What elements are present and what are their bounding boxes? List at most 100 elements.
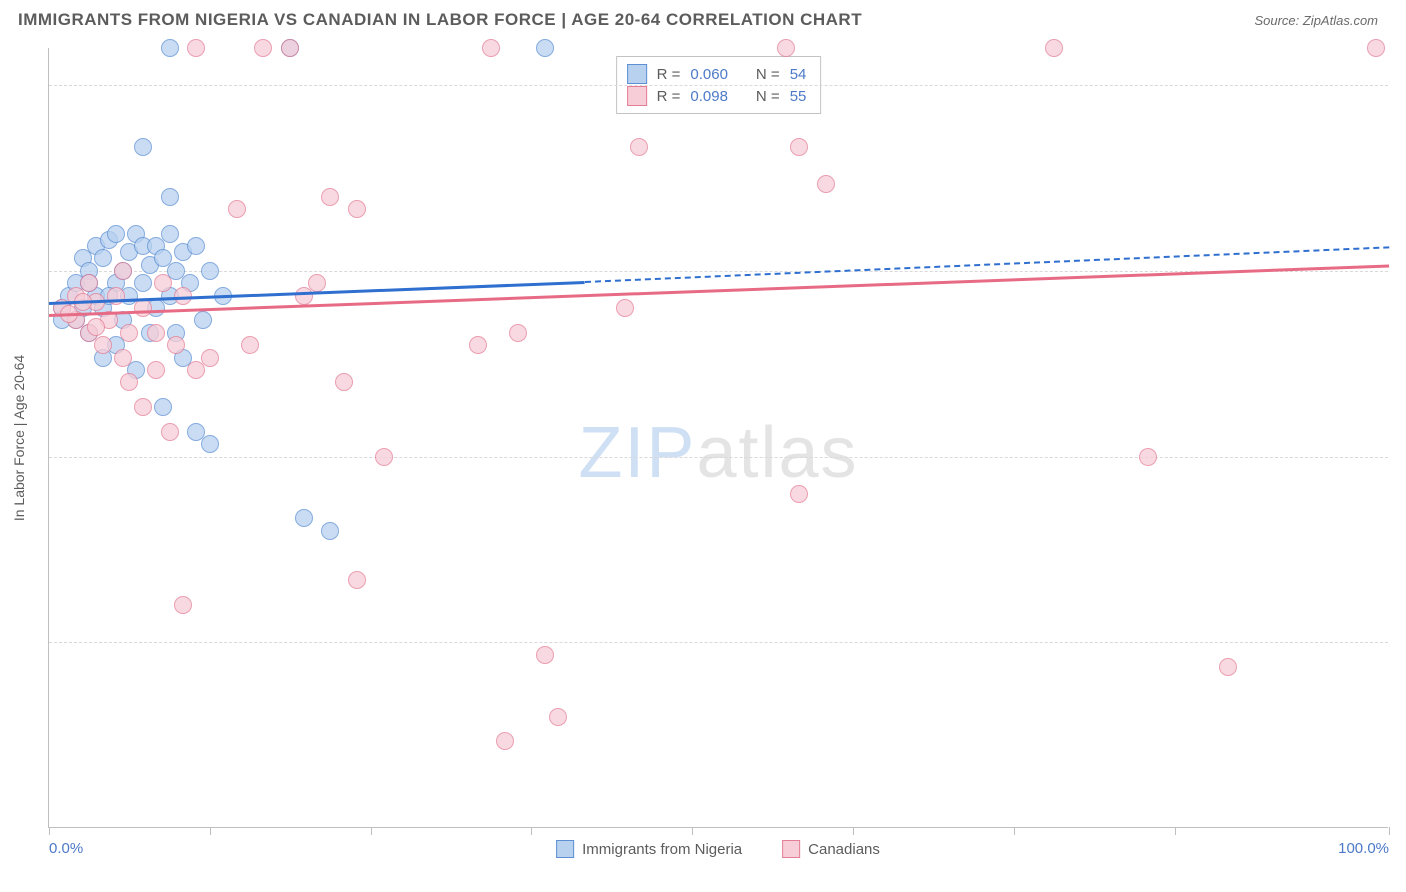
gridline-horizontal — [49, 642, 1388, 643]
legend-swatch — [627, 86, 647, 106]
legend-swatch — [556, 840, 574, 858]
x-tick-label: 0.0% — [49, 840, 83, 857]
data-point — [107, 225, 125, 243]
data-point — [536, 39, 554, 57]
data-point — [201, 435, 219, 453]
data-point — [134, 138, 152, 156]
x-tick — [1175, 827, 1176, 835]
data-point — [80, 274, 98, 292]
data-point — [509, 324, 527, 342]
data-point — [321, 188, 339, 206]
trend-line — [585, 246, 1389, 283]
data-point — [777, 39, 795, 57]
data-point — [114, 262, 132, 280]
data-point — [321, 522, 339, 540]
y-tick-label: 55.0% — [1396, 634, 1406, 651]
data-point — [134, 274, 152, 292]
y-tick-label: 85.0% — [1396, 262, 1406, 279]
legend-label: Immigrants from Nigeria — [582, 841, 742, 858]
legend-n-value: 54 — [790, 66, 807, 83]
data-point — [348, 200, 366, 218]
gridline-horizontal — [49, 85, 1388, 86]
legend-row: R = 0.098 N = 55 — [627, 85, 807, 107]
legend-n-label: N = — [756, 66, 780, 83]
x-tick — [1014, 827, 1015, 835]
data-point — [616, 299, 634, 317]
data-point — [154, 398, 172, 416]
data-point — [187, 237, 205, 255]
gridline-horizontal — [49, 457, 1388, 458]
data-point — [1045, 39, 1063, 57]
legend-r-value: 0.060 — [690, 66, 728, 83]
data-point — [469, 336, 487, 354]
data-point — [201, 262, 219, 280]
legend-item: Immigrants from Nigeria — [556, 840, 742, 858]
legend-r-label: R = — [657, 88, 681, 105]
data-point — [87, 318, 105, 336]
x-tick-label: 100.0% — [1338, 840, 1389, 857]
legend-n-label: N = — [756, 88, 780, 105]
source-attribution: Source: ZipAtlas.com — [1254, 13, 1378, 28]
data-point — [790, 138, 808, 156]
data-point — [161, 423, 179, 441]
data-point — [120, 324, 138, 342]
data-point — [161, 188, 179, 206]
legend-r-value: 0.098 — [690, 88, 728, 105]
data-point — [134, 299, 152, 317]
data-point — [1139, 448, 1157, 466]
legend-label: Canadians — [808, 841, 880, 858]
data-point — [241, 336, 259, 354]
x-tick — [531, 827, 532, 835]
data-point — [630, 138, 648, 156]
x-tick — [371, 827, 372, 835]
data-point — [375, 448, 393, 466]
x-tick — [853, 827, 854, 835]
legend-item: Canadians — [782, 840, 880, 858]
data-point — [817, 175, 835, 193]
data-point — [201, 349, 219, 367]
data-point — [174, 596, 192, 614]
data-point — [94, 336, 112, 354]
data-point — [348, 571, 366, 589]
data-point — [281, 39, 299, 57]
plot-area: In Labor Force | Age 20-64 ZIPatlas R =0… — [48, 48, 1388, 828]
x-tick — [49, 827, 50, 835]
data-point — [496, 732, 514, 750]
data-point — [187, 39, 205, 57]
data-point — [94, 249, 112, 267]
data-point — [147, 324, 165, 342]
legend-swatch — [782, 840, 800, 858]
x-tick — [210, 827, 211, 835]
data-point — [154, 274, 172, 292]
data-point — [254, 39, 272, 57]
legend-r-label: R = — [657, 66, 681, 83]
legend-swatch — [627, 64, 647, 84]
y-tick-label: 100.0% — [1396, 77, 1406, 94]
watermark: ZIPatlas — [578, 412, 858, 494]
data-point — [536, 646, 554, 664]
y-tick-label: 70.0% — [1396, 448, 1406, 465]
data-point — [120, 373, 138, 391]
data-point — [335, 373, 353, 391]
data-point — [147, 361, 165, 379]
data-point — [161, 39, 179, 57]
data-point — [1219, 658, 1237, 676]
data-point — [134, 398, 152, 416]
data-point — [161, 225, 179, 243]
data-point — [790, 485, 808, 503]
data-point — [549, 708, 567, 726]
y-axis-label: In Labor Force | Age 20-64 — [11, 354, 27, 520]
series-legend: Immigrants from Nigeria Canadians — [556, 840, 880, 858]
data-point — [167, 336, 185, 354]
data-point — [308, 274, 326, 292]
data-point — [194, 311, 212, 329]
chart-title: IMMIGRANTS FROM NIGERIA VS CANADIAN IN L… — [18, 10, 862, 30]
data-point — [1367, 39, 1385, 57]
legend-n-value: 55 — [790, 88, 807, 105]
trend-line — [49, 265, 1389, 317]
data-point — [114, 349, 132, 367]
legend-row: R = 0.060 N = 54 — [627, 63, 807, 85]
data-point — [482, 39, 500, 57]
data-point — [228, 200, 246, 218]
scatter-chart: In Labor Force | Age 20-64 ZIPatlas R =0… — [48, 48, 1388, 828]
